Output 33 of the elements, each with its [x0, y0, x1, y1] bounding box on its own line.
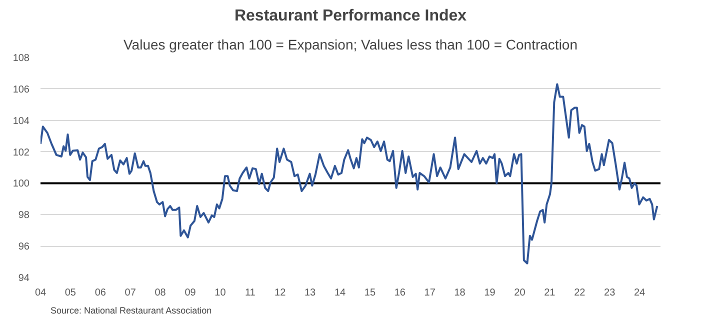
x-tick-label: 17: [424, 288, 436, 298]
x-tick-label: 23: [604, 288, 616, 298]
y-tick-label: 94: [18, 273, 30, 284]
x-tick-label: 21: [544, 288, 556, 298]
x-tick-label: 10: [214, 288, 226, 298]
y-tick-label: 100: [12, 178, 30, 190]
x-tick-label: 12: [274, 288, 286, 298]
x-tick-label: 13: [304, 288, 316, 298]
x-tick-label: 07: [124, 288, 136, 298]
chart-subtitle: Values greater than 100 = Expansion; Values less than 100 = Contraction: [124, 36, 578, 52]
x-tick-label: 15: [364, 288, 376, 298]
x-tick-label: 05: [64, 288, 76, 298]
x-tick-label: 19: [484, 288, 496, 298]
y-tick-label: 104: [12, 116, 30, 127]
x-tick-label: 16: [394, 288, 406, 298]
x-tick-label: 06: [94, 288, 106, 298]
y-tick-label: 108: [12, 53, 30, 64]
x-tick-label: 09: [184, 288, 196, 298]
x-tick-label: 08: [154, 288, 166, 298]
y-tick-label: 102: [12, 147, 30, 158]
x-tick-label: 04: [34, 288, 46, 298]
x-tick-label: 24: [634, 288, 646, 298]
x-tick-label: 22: [574, 288, 586, 298]
x-tick-label: 14: [334, 288, 346, 298]
line-series: [40, 83, 658, 264]
y-tick-label: 106: [12, 84, 30, 96]
source-note: Source: National Restaurant Association: [50, 306, 212, 316]
y-tick-label: 98: [18, 210, 30, 222]
x-tick-label: 18: [454, 288, 466, 298]
y-tick-label: 96: [18, 242, 30, 253]
x-tick-label: 11: [244, 288, 256, 298]
chart-title: Restaurant Performance Index: [234, 8, 467, 24]
x-tick-label: 20: [514, 288, 526, 298]
